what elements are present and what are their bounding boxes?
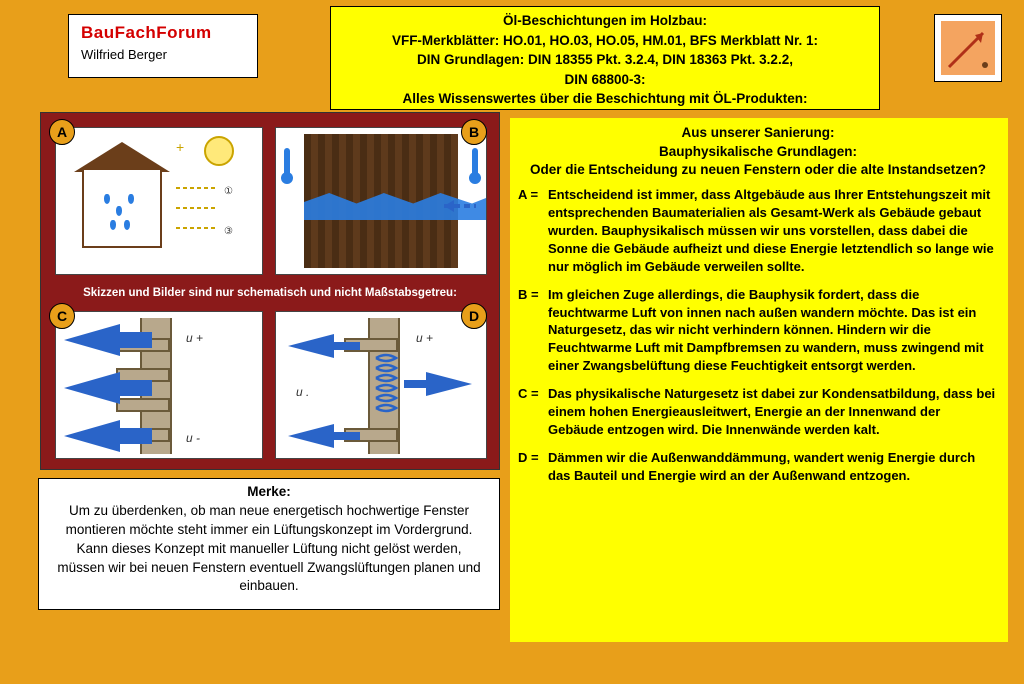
info-heading: Aus unserer Sanierung: Bauphysikalische … [518, 124, 998, 180]
info-key-b: B = [518, 286, 548, 376]
svg-text:u .: u . [296, 385, 309, 399]
info-h1: Aus unserer Sanierung: [518, 124, 998, 143]
logo-box: BauFachForum Wilfried Berger [68, 14, 258, 78]
svg-text:u -: u - [186, 431, 200, 445]
sketch-d: u + u . [275, 311, 487, 459]
sketch-c: u + u - [55, 311, 263, 459]
svg-text:u +: u + [416, 331, 433, 345]
info-key-d: D = [518, 449, 548, 485]
badge-b: B [461, 119, 487, 145]
sketch-a: ① ③ + [55, 127, 263, 275]
header-line: DIN 68800-3: [331, 70, 879, 90]
svg-text:①: ① [224, 186, 233, 197]
header-line: Öl-Beschichtungen im Holzbau: [331, 11, 879, 31]
info-key-c: C = [518, 385, 548, 439]
badge-c: C [49, 303, 75, 329]
header-line: VFF-Merkblätter: HO.01, HO.03, HO.05, HM… [331, 31, 879, 51]
info-body-c: Das physikalische Naturgesetz ist dabei … [548, 385, 998, 439]
diagram-panel: A B C D ① ③ + [40, 112, 500, 470]
corner-icon-box [934, 14, 1002, 82]
header-box: Öl-Beschichtungen im Holzbau: VFF-Merkbl… [330, 6, 880, 110]
info-h3: Oder die Entscheidung zu neuen Fenstern … [518, 161, 998, 180]
info-h2: Bauphysikalische Grundlagen: [518, 143, 998, 162]
info-body-b: Im gleichen Zuge allerdings, die Bauphys… [548, 286, 998, 376]
info-item-c: C = Das physikalische Naturgesetz ist da… [518, 385, 998, 439]
info-item-a: A = Entscheidend ist immer, dass Altgebä… [518, 186, 998, 276]
merke-body: Um zu überdenken, ob man neue energetisc… [53, 502, 485, 596]
info-panel: Aus unserer Sanierung: Bauphysikalische … [510, 118, 1008, 642]
logo-author: Wilfried Berger [81, 47, 245, 62]
svg-text:u +: u + [186, 331, 203, 345]
badge-d: D [461, 303, 487, 329]
logo-title: BauFachForum [81, 23, 245, 43]
info-body-d: Dämmen wir die Außenwanddämmung, wandert… [548, 449, 998, 485]
merke-box: Merke: Um zu überdenken, ob man neue ene… [38, 478, 500, 610]
info-body-a: Entscheidend ist immer, dass Altgebäude … [548, 186, 998, 276]
sketch-b [275, 127, 487, 275]
header-line: Alles Wissenswertes über die Beschichtun… [331, 89, 879, 109]
badge-a: A [49, 119, 75, 145]
header-line: DIN Grundlagen: DIN 18355 Pkt. 3.2.4, DI… [331, 50, 879, 70]
info-key-a: A = [518, 186, 548, 276]
svg-text:③: ③ [224, 226, 233, 237]
sketch-disclaimer: Skizzen und Bilder sind nur schematisch … [41, 281, 499, 305]
svg-text:+: + [176, 139, 184, 155]
arrow-icon [941, 21, 995, 75]
info-item-d: D = Dämmen wir die Außenwanddämmung, wan… [518, 449, 998, 485]
info-item-b: B = Im gleichen Zuge allerdings, die Bau… [518, 286, 998, 376]
merke-title: Merke: [53, 483, 485, 502]
